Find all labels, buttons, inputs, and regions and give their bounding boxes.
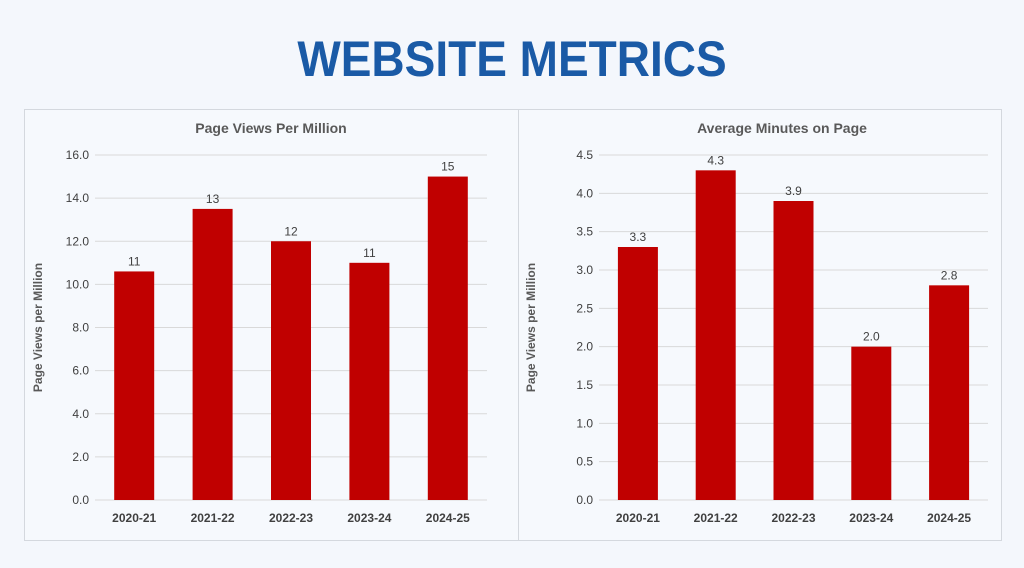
data-label: 11 xyxy=(128,254,141,268)
data-label: 15 xyxy=(441,160,455,174)
y-tick-label: 16.0 xyxy=(66,148,90,162)
bar xyxy=(271,241,311,500)
charts-panel: Page Views Per Million 0.0 2.0 4.0 6.0 8.0 10.… xyxy=(24,109,1002,541)
y-tick-label: 6.0 xyxy=(72,364,89,378)
y-tick-label: 1.0 xyxy=(576,416,593,430)
x-tick-label: 2020-21 xyxy=(616,511,660,525)
data-label: 3.9 xyxy=(785,184,802,198)
bar xyxy=(349,262,390,500)
x-tick-label: 2024-25 xyxy=(426,511,470,525)
y-tick-label: 3.5 xyxy=(576,225,593,239)
x-tick-label: 2023-24 xyxy=(849,511,893,525)
y-tick-label: 3.0 xyxy=(576,263,593,277)
y-axis-title: Page Views per Million xyxy=(31,263,45,392)
data-label: 13 xyxy=(206,192,220,206)
minutes-on-page-chart: Average Minutes on Page 0.0 0.5 1.0 1.5 2.0 2.… xyxy=(524,120,988,525)
data-label: 3.3 xyxy=(630,230,647,244)
y-tick-label: 14.0 xyxy=(66,191,90,205)
page-title: WEBSITE METRICS xyxy=(297,31,727,87)
y-tick-label: 12.0 xyxy=(66,234,90,248)
y-tick-label: 10.0 xyxy=(66,277,90,291)
bar xyxy=(695,170,736,501)
data-label: 12 xyxy=(284,224,298,238)
x-tick-label: 2021-22 xyxy=(694,511,738,525)
y-tick-label: 2.0 xyxy=(72,450,89,464)
y-tick-label: 4.5 xyxy=(576,148,593,162)
x-tick-label: 2023-24 xyxy=(347,511,391,525)
x-tick-label: 2022-23 xyxy=(269,511,313,525)
bar xyxy=(427,176,468,500)
y-tick-label: 2.5 xyxy=(576,301,593,315)
page-views-chart: Page Views Per Million 0.0 2.0 4.0 6.0 8.0 10.… xyxy=(31,120,487,525)
y-tick-label: 4.0 xyxy=(72,407,89,421)
data-label: 2.8 xyxy=(941,268,958,282)
data-label: 2.0 xyxy=(863,330,880,344)
y-tick-label: 1.5 xyxy=(576,378,593,392)
bar xyxy=(773,201,814,500)
panel-divider xyxy=(518,110,519,540)
y-tick-label: 0.0 xyxy=(72,493,89,507)
y-axis-title: Page Views per Million xyxy=(524,263,538,392)
data-label: 11 xyxy=(363,246,376,260)
bar xyxy=(929,285,970,500)
bar xyxy=(192,208,233,500)
chart-title: Average Minutes on Page xyxy=(697,120,867,136)
x-tick-label: 2022-23 xyxy=(771,511,815,525)
y-tick-label: 2.0 xyxy=(576,340,593,354)
x-tick-label: 2020-21 xyxy=(112,511,156,525)
bar xyxy=(851,346,892,500)
y-tick-label: 8.0 xyxy=(72,321,89,335)
data-label: 4.3 xyxy=(707,153,724,167)
y-tick-label: 0.0 xyxy=(576,493,593,507)
bar xyxy=(114,271,155,500)
chart-title: Page Views Per Million xyxy=(195,120,346,136)
x-tick-label: 2021-22 xyxy=(191,511,235,525)
x-tick-label: 2024-25 xyxy=(927,511,971,525)
y-tick-label: 0.5 xyxy=(576,455,593,469)
bar xyxy=(617,247,658,500)
y-tick-label: 4.0 xyxy=(576,186,593,200)
